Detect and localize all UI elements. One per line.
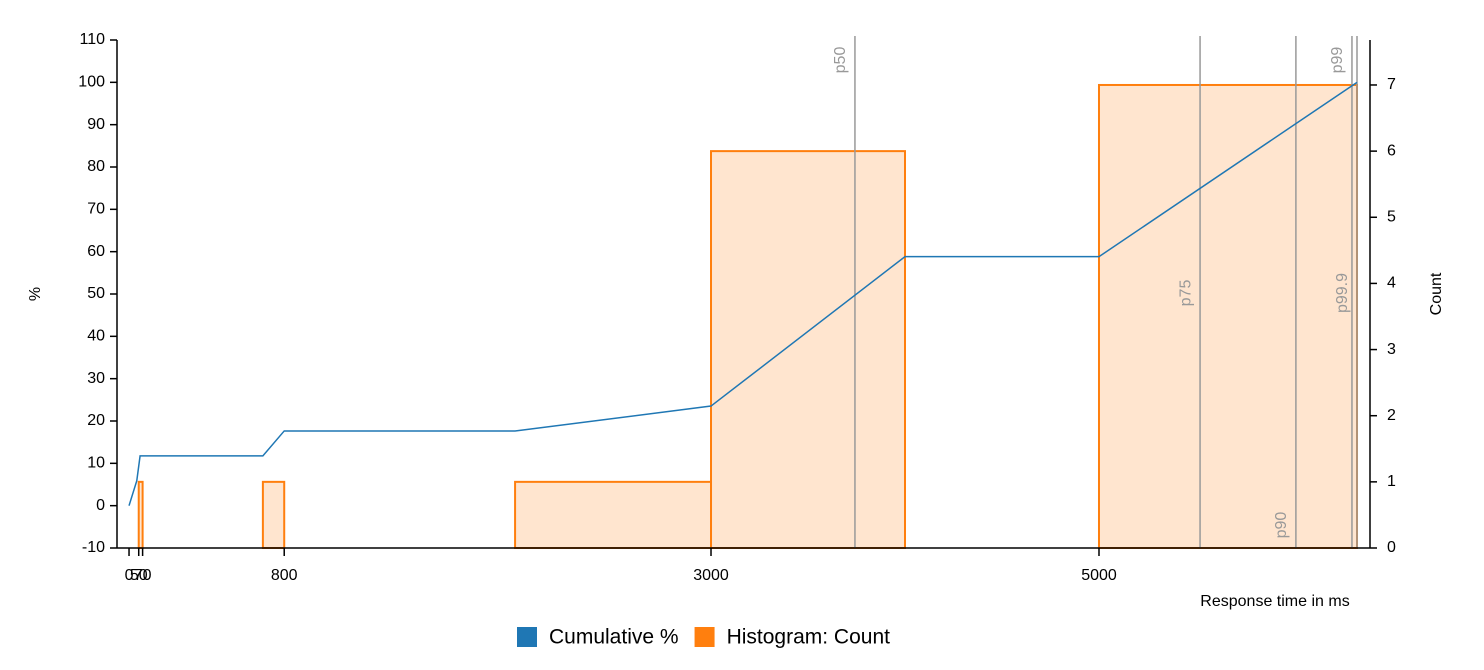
y-tick-label: 90 (87, 116, 105, 133)
percentile-label: p99 (1329, 47, 1346, 74)
y2-tick-label: 0 (1387, 539, 1396, 556)
y-tick-label: 100 (78, 74, 105, 91)
percentile-label: p90 (1273, 512, 1290, 539)
cumulative-line (128, 81, 1358, 506)
y-tick-label: 110 (79, 31, 105, 48)
x-tick-label: 70 (134, 567, 152, 584)
y2-tick-label: 5 (1387, 208, 1396, 225)
y-tick-label: 20 (87, 412, 105, 429)
y-tick-label: 70 (87, 201, 105, 218)
x-tick-label: 50 (130, 567, 148, 584)
x-tick-label: 5000 (1081, 567, 1117, 584)
x-axis-label: Response time in ms (1200, 593, 1349, 610)
y-tick-label: 50 (87, 285, 105, 302)
legend-swatch (517, 627, 537, 647)
y-tick-label: 10 (87, 455, 105, 472)
histogram-bar (137, 480, 144, 549)
y-axis-label: % (27, 287, 44, 301)
percentile-label: p75 (1177, 280, 1194, 307)
y2-tick-label: 4 (1387, 275, 1396, 292)
y-tick-label: 0 (96, 497, 105, 514)
y2-tick-label: 2 (1387, 407, 1396, 424)
percentile-label: p50 (832, 47, 849, 74)
percentile-label: p99.9 (1334, 273, 1351, 313)
y-tick-label: 80 (87, 158, 105, 175)
histogram-bar (514, 480, 713, 549)
legend-label: Histogram: Count (727, 626, 891, 649)
y-tick-label: 30 (87, 370, 105, 387)
x-tick-label: 3000 (693, 567, 729, 584)
y-tick-label: -10 (82, 539, 105, 556)
y2-tick-label: 3 (1387, 341, 1396, 358)
y2-axis-label: Count (1428, 272, 1445, 315)
legend-swatch (694, 627, 715, 647)
x-tick-label: 0 (125, 567, 134, 584)
y-tick-label: 40 (87, 328, 105, 345)
x-tick-label: 800 (271, 567, 298, 584)
y2-tick-label: 7 (1387, 76, 1396, 93)
histogram-bar (710, 150, 906, 549)
y2-tick-label: 1 (1387, 473, 1396, 490)
y-tick-label: 60 (87, 243, 105, 260)
legend-label: Cumulative % (549, 626, 679, 649)
y2-tick-label: 6 (1387, 142, 1396, 159)
histogram-bar (261, 480, 286, 549)
histogram-bar (1097, 83, 1359, 550)
